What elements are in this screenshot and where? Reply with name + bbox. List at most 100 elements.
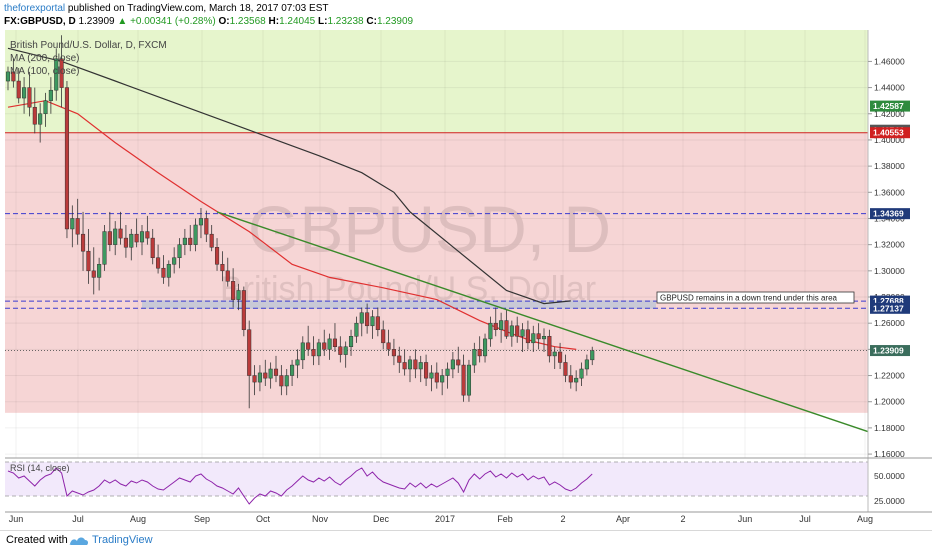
price-chart[interactable]: GBPUSD, D British Pound/U.S. Dollar GBPU…: [0, 30, 932, 530]
candle-body: [536, 333, 541, 340]
candle-body: [236, 290, 241, 300]
price-tag-label: 1.27137: [873, 303, 904, 313]
candle-body: [129, 233, 134, 248]
candle-body: [397, 355, 402, 363]
candle-body: [466, 364, 472, 396]
publish-line: theforexportal published on TradingView.…: [4, 3, 328, 15]
candle-body: [413, 359, 418, 370]
rsi-line: [7, 467, 593, 505]
price-tag-label: 1.27688: [873, 296, 904, 306]
candle-body: [306, 342, 311, 350]
candle-body: [445, 368, 450, 376]
candle-body: [520, 329, 525, 337]
candle-body: [279, 375, 284, 387]
low-value: 1.23238: [327, 16, 364, 27]
candle-body: [252, 375, 257, 383]
candle-body: [531, 333, 536, 344]
candle-body: [386, 342, 391, 350]
candle-body: [472, 349, 477, 366]
rsi-levels-layer: [5, 461, 868, 497]
x-tick-label: Jun: [9, 514, 24, 524]
green-zone: [5, 30, 868, 133]
candle-body: [166, 264, 171, 278]
candle-body: [193, 224, 198, 245]
time-axis[interactable]: Jun Jul Aug Sep Oct Nov Dec 2017 Feb 2 Apr 2 Jun Jul A…: [9, 514, 873, 524]
y-tick-label: 1.42000: [874, 109, 905, 119]
candle-body: [161, 267, 166, 278]
x-tick-label: Oct: [256, 514, 271, 524]
candle-body: [488, 322, 493, 340]
candle-body: [370, 316, 375, 327]
last-price: 1.23909: [78, 16, 115, 27]
candle-body: [268, 368, 273, 379]
author-link[interactable]: theforexportal: [4, 3, 66, 14]
y-tick-label: 1.38000: [874, 161, 905, 171]
candle-body: [450, 359, 455, 370]
candle-body: [204, 218, 209, 235]
candle-body: [241, 290, 246, 330]
candle-body: [525, 329, 530, 344]
annotation-box[interactable]: GBPUSD remains in a down trend under thi…: [656, 291, 855, 304]
candle-body: [381, 329, 386, 344]
candle-body: [182, 237, 187, 245]
downtrend-line[interactable]: [216, 211, 887, 439]
candle-body: [547, 336, 552, 357]
candle-body: [5, 71, 11, 82]
candle-body: [97, 264, 102, 278]
y-tick-label: 1.36000: [874, 187, 905, 197]
x-tick-label: Jul: [799, 514, 811, 524]
candle-body: [322, 342, 327, 350]
candles-layer: [5, 35, 595, 409]
price-tag: [870, 127, 910, 139]
candle-body: [332, 338, 338, 347]
chart-legend: British Pound/U.S. Dollar, D, FXCM MA (2…: [10, 40, 167, 77]
candle-body: [220, 264, 225, 272]
rsi-tick-label: 25.0000: [874, 496, 905, 506]
tradingview-brand[interactable]: TradingView: [92, 534, 153, 546]
candle-body: [38, 113, 43, 125]
candle-body: [579, 368, 584, 379]
candle-body: [477, 349, 482, 357]
created-with-label: Created with: [6, 534, 68, 546]
ma200-line: [7, 47, 571, 305]
candle-body: [273, 368, 279, 376]
candle-body: [284, 375, 289, 387]
x-tick-label: Aug: [857, 514, 873, 524]
candle-body: [75, 218, 80, 235]
candle-body: [118, 228, 123, 239]
candle-body: [188, 237, 193, 245]
candle-body: [198, 218, 204, 226]
candle-body: [407, 359, 413, 370]
candle-body: [263, 372, 268, 379]
x-tick-label: Sep: [194, 514, 210, 524]
candle-body: [541, 336, 547, 340]
candle-body: [584, 359, 589, 370]
candle-body: [156, 257, 161, 269]
candle-body: [123, 237, 128, 248]
candle-body: [316, 342, 321, 357]
candle-body: [343, 346, 348, 355]
candle-body: [247, 329, 252, 376]
candle-body: [139, 231, 145, 243]
candle-body: [59, 58, 64, 88]
y-tick-label: 1.26000: [874, 318, 905, 328]
candle-body: [16, 80, 21, 99]
candle-body: [32, 106, 37, 125]
tradingview-logo-icon[interactable]: [68, 535, 90, 547]
candle-body: [134, 233, 139, 243]
candle-body: [43, 100, 48, 115]
candle-body: [300, 342, 305, 361]
y-tick-label: 1.22000: [874, 371, 905, 381]
candle-body: [504, 320, 509, 337]
candle-body: [327, 338, 332, 350]
price-tag: [870, 302, 910, 314]
low-label: L:: [318, 16, 328, 27]
x-tick-label: Apr: [616, 514, 630, 524]
candle-body: [354, 322, 359, 337]
candle-body: [290, 364, 295, 376]
candle-body: [257, 372, 262, 383]
x-tick-label: Nov: [312, 514, 329, 524]
candle-body: [11, 71, 16, 82]
candle-body: [102, 231, 107, 265]
candle-body: [456, 359, 461, 366]
